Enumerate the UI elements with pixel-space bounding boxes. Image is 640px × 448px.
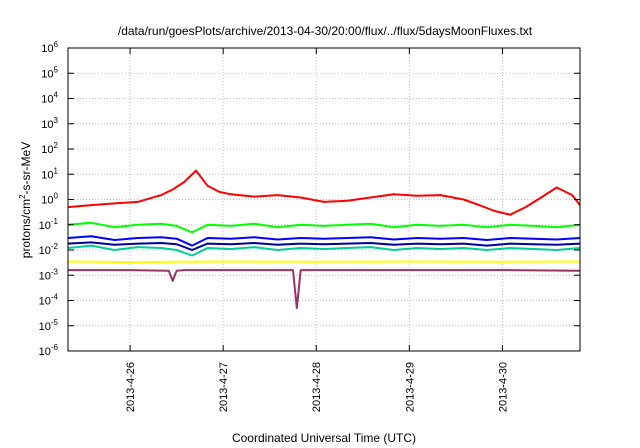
x-tick-label: 2013-4-29 (404, 362, 416, 412)
y-tick-label-base: 10 (41, 169, 53, 181)
y-tick-label-exponent: -3 (51, 267, 59, 276)
x-tick-label: 2013-4-27 (218, 362, 230, 412)
series-line-4 (67, 235, 581, 247)
y-tick-label-exponent: -1 (51, 217, 59, 226)
y-tick-label: 101 (41, 166, 58, 181)
y-tick-label: 100 (41, 192, 58, 207)
y-tick-labels: 10-610-510-410-310-210-11001011021031041… (39, 40, 59, 358)
y-tick-label-base: 10 (41, 144, 53, 156)
y-tick-label-exponent: -4 (51, 293, 59, 302)
y-tick-label-exponent: 2 (54, 141, 59, 150)
y-tick-label: 10-2 (39, 242, 59, 257)
y-tick-label-base: 10 (39, 270, 51, 282)
x-tick-label: 2013-4-28 (311, 362, 323, 412)
y-tick-label: 10-5 (39, 318, 59, 333)
y-tick-label: 102 (41, 141, 58, 156)
y-tick-label: 103 (41, 116, 58, 131)
y-tick-label: 105 (41, 65, 58, 80)
y-axis-label: protons/cm2-s-sr-MeV (18, 142, 33, 258)
y-tick-label-exponent: 5 (54, 65, 59, 74)
x-tick-labels: 2013-4-26 2013-4-27 2013-4-28 2013-4-29 2013… (125, 362, 509, 412)
series-line-7 (68, 269, 581, 310)
y-tick-label-base: 10 (41, 94, 53, 106)
y-tick-label: 10-1 (39, 217, 59, 232)
x-axis-label: Coordinated Universal Time (UTC) (232, 431, 416, 445)
y-tick-label-exponent: 0 (54, 192, 59, 201)
y-tick-label-base: 10 (41, 119, 53, 131)
y-tick-label-base: 10 (39, 296, 51, 308)
y-tick-label-exponent: -6 (51, 343, 59, 352)
y-tick-label-base: 10 (39, 321, 51, 333)
series-line-2 (67, 221, 581, 234)
y-tick-label-exponent: 6 (54, 40, 59, 49)
y-axis-label-rest: -s-sr-MeV (19, 142, 33, 195)
y-tick-label-base: 10 (39, 245, 51, 257)
y-tick-label: 104 (41, 91, 58, 106)
series-line-5 (67, 241, 581, 251)
chart-title: /data/run/goesPlots/archive/2013-04-30/2… (118, 24, 533, 38)
y-tick-label-exponent: 1 (54, 166, 59, 175)
y-tick-label-base: 10 (39, 220, 51, 232)
y-tick-label-exponent: 3 (54, 116, 59, 125)
y-tick-label-exponent: 4 (54, 91, 59, 100)
y-tick-label-base: 10 (39, 346, 51, 358)
y-tick-label: 10-3 (39, 267, 59, 282)
y-tick-label-base: 10 (41, 43, 53, 55)
series-line-3 (67, 244, 581, 257)
axis-ticks (68, 47, 580, 352)
x-tick-label: 2013-4-26 (125, 362, 137, 412)
y-tick-label: 10-4 (39, 293, 59, 308)
data-series (67, 169, 581, 310)
y-tick-label-exponent: -5 (51, 318, 59, 327)
y-axis-label-superscript: 2 (18, 194, 27, 199)
y-tick-label-exponent: -2 (51, 242, 59, 251)
y-tick-label: 106 (41, 40, 58, 55)
series-line-1 (67, 169, 581, 216)
y-tick-label: 10-6 (39, 343, 59, 358)
y-tick-label-base: 10 (41, 195, 53, 207)
series-line-6 (67, 260, 581, 264)
y-tick-label-base: 10 (41, 68, 53, 80)
x-tick-label: 2013-4-30 (497, 362, 509, 412)
y-axis-label-base: protons/cm (19, 199, 33, 258)
